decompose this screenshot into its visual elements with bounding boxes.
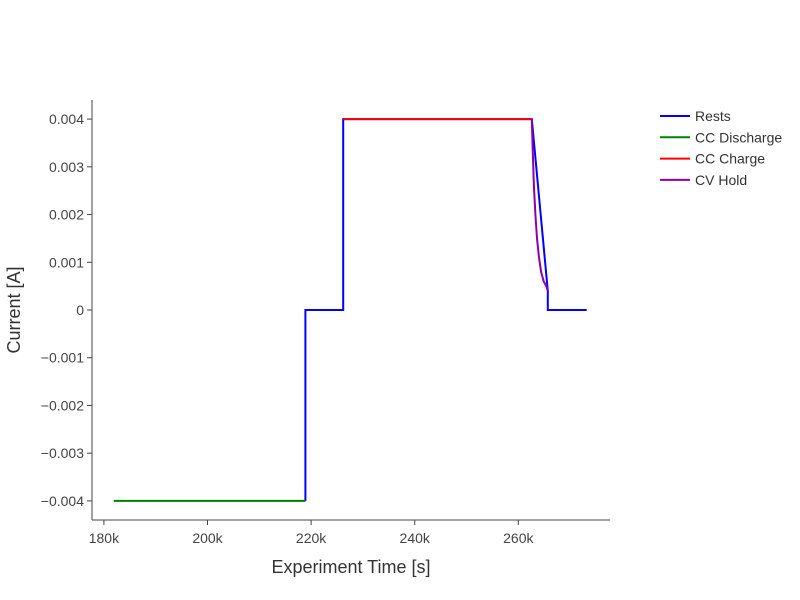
y-tick-label: 0.004 bbox=[49, 111, 84, 127]
plot-area bbox=[113, 118, 587, 502]
legend-label-cc-charge: CC Charge bbox=[695, 151, 765, 167]
y-tick-label: −0.002 bbox=[41, 397, 84, 413]
x-tick-label: 220k bbox=[296, 530, 327, 546]
legend: Rests CC Discharge CC Charge CV Hold bbox=[660, 108, 782, 188]
y-tick-label: 0.002 bbox=[49, 207, 84, 223]
x-tick-label: 200k bbox=[192, 530, 223, 546]
y-tick-label: 0.003 bbox=[49, 159, 84, 175]
x-tick-label: 240k bbox=[400, 530, 431, 546]
y-axis-title: Current [A] bbox=[4, 266, 24, 353]
x-axis: 180k 200k 220k 240k 260k bbox=[89, 519, 610, 546]
x-axis-title: Experiment Time [s] bbox=[271, 557, 430, 577]
y-tick-label: 0 bbox=[76, 302, 84, 318]
y-tick-label: −0.001 bbox=[41, 350, 84, 366]
y-tick-label: −0.003 bbox=[41, 445, 84, 461]
x-tick-label: 180k bbox=[89, 530, 120, 546]
legend-label-rests: Rests bbox=[695, 108, 731, 124]
y-axis: 0.004 0.003 0.002 0.001 0 −0.001 −0.002 −0.003 −… bbox=[41, 100, 93, 520]
y-tick-label: 0.001 bbox=[49, 254, 84, 270]
x-tick-label: 260k bbox=[503, 530, 534, 546]
series-line-rests bbox=[304, 118, 587, 501]
y-tick-label: −0.004 bbox=[41, 493, 84, 509]
legend-label-cv-hold: CV Hold bbox=[695, 172, 747, 188]
legend-label-cc-discharge: CC Discharge bbox=[695, 129, 782, 145]
series-line-cv-hold bbox=[530, 119, 549, 292]
